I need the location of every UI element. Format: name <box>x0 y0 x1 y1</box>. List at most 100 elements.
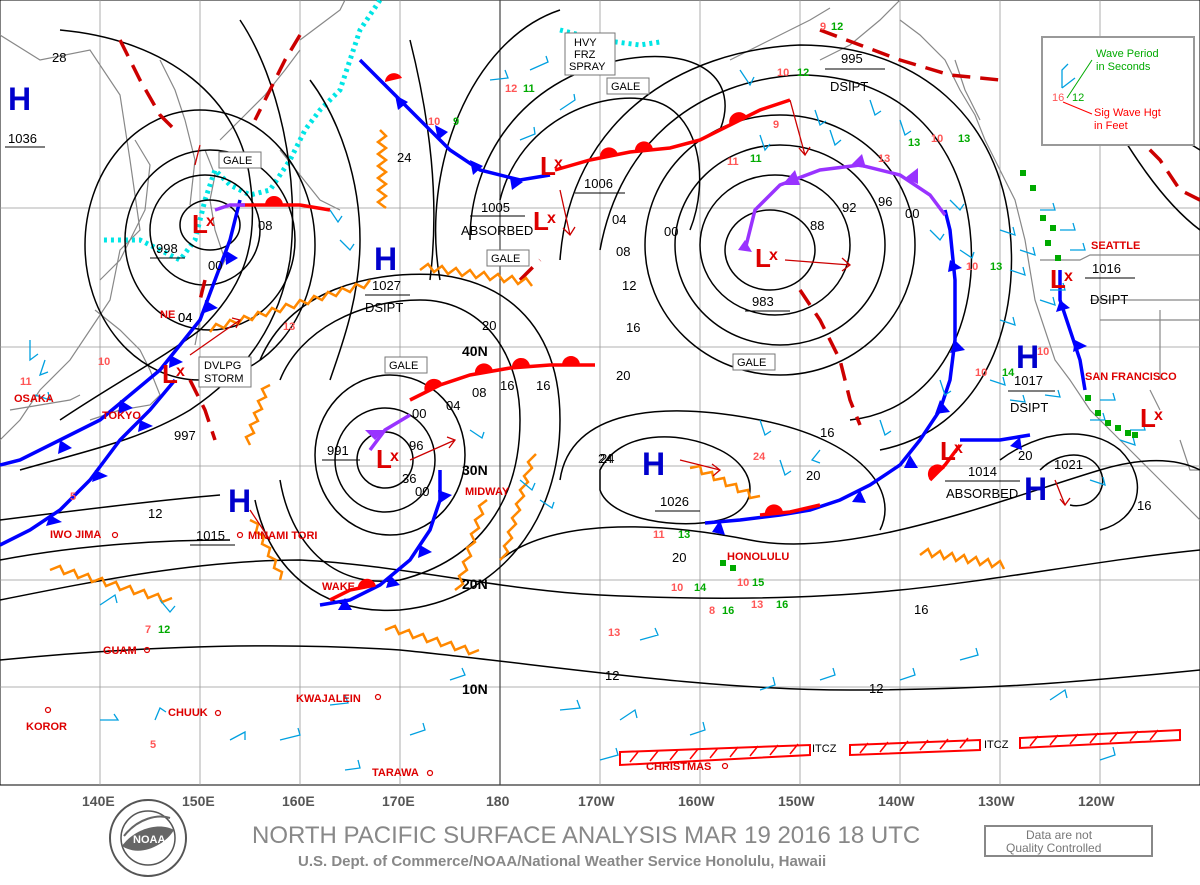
cold-front-pips <box>46 95 1087 610</box>
isobar-value: 00 <box>905 206 919 221</box>
lon-label: 160W <box>678 793 715 809</box>
isobar-value: 16 <box>820 425 834 440</box>
isobar-value: 00 <box>415 484 429 499</box>
city-label: KWAJALEIN <box>296 693 361 705</box>
city-label: NE <box>160 309 175 321</box>
page-title: NORTH PACIFIC SURFACE ANALYSIS MAR 19 20… <box>252 822 920 849</box>
low-symbol: L <box>1140 403 1156 433</box>
isobar-value: 00 <box>208 258 222 273</box>
isobar-value: 12 <box>148 506 162 521</box>
disclaimer-line: Data are not <box>1026 828 1093 842</box>
city-labels: OSAKA TOKYO IWO JIMA MINAMI TORI GUAM KO… <box>14 240 1177 779</box>
wave-height: 8 <box>709 605 715 617</box>
lon-label: 130W <box>978 793 1015 809</box>
developing-storm-warning: DVLPG <box>204 360 241 372</box>
wave-period: 16 <box>722 605 734 617</box>
lon-label: 140E <box>82 793 115 809</box>
isobar-value: 08 <box>258 218 272 233</box>
isobar-value: 08 <box>472 385 486 400</box>
wave-height: 10 <box>737 577 749 589</box>
wave-height: 10 <box>671 582 683 594</box>
low-pressure: 998 <box>156 241 178 256</box>
wave-period: 15 <box>752 577 764 589</box>
disclaimer-box: Data are not Quality Controlled <box>984 825 1153 857</box>
isobar-value: 16 <box>626 320 640 335</box>
low-cross: x <box>547 210 556 227</box>
low-symbol: L <box>940 436 956 466</box>
wave-period: 13 <box>958 133 970 145</box>
wave-period: 12 <box>158 624 170 636</box>
low-note: DSIPT <box>1090 292 1128 307</box>
isobar-value: 04 <box>178 310 192 325</box>
wave-height: 13 <box>878 153 890 165</box>
isobar-value: 12 <box>869 681 883 696</box>
isobar-value: 20 <box>482 318 496 333</box>
city-label: MIDWAY <box>465 486 510 498</box>
low-note: ABSORBED <box>461 223 533 238</box>
wave-period: 12 <box>797 67 809 79</box>
low-pressure: 1005 <box>481 200 510 215</box>
low-pressure: 997 <box>174 428 196 443</box>
city-label: TARAWA <box>372 767 419 779</box>
low-pressure: 1016 <box>1092 261 1121 276</box>
movement-arrows <box>189 99 1071 541</box>
isobar-value: 96 <box>409 438 423 453</box>
isobar-labels: 28 24 20 16 12 08 04 00 96 92 88 20 16 1… <box>52 50 1151 696</box>
latitude-labels: 40N 30N 20N 10N <box>462 343 488 697</box>
low-pressure-values: 998 997 991 1005 ABSORBED 1006 983 1014 … <box>150 51 1135 501</box>
itcz-band: ITCZ ITCZ <box>619 728 1181 767</box>
low-note: ABSORBED <box>946 486 1018 501</box>
isobar-value: 24 <box>397 150 411 165</box>
low-centers: L x L x L x L x L x L x L x L x L x <box>162 151 1163 474</box>
isobar-value: 16 <box>914 602 928 617</box>
isobar-value: 20 <box>672 550 686 565</box>
high-pressure: 1027 <box>372 278 401 293</box>
high-symbol: H <box>228 483 251 519</box>
isobar-value: 28 <box>52 50 66 65</box>
wave-period: 9 <box>453 116 459 128</box>
city-label: CHRISTMAS <box>646 761 711 773</box>
isobar-value: 88 <box>810 218 824 233</box>
wave-height: 5 <box>70 491 76 503</box>
gale-warning: GALE <box>223 155 252 167</box>
noaa-logo: NOAA <box>109 799 187 877</box>
isobar-value: 20 <box>806 468 820 483</box>
high-pressure: 1017 <box>1014 373 1043 388</box>
wave-height: 13 <box>751 599 763 611</box>
city-label: SAN FRANCISCO <box>1085 371 1177 383</box>
wave-height: 11 <box>653 529 665 541</box>
legend-height-label: Sig Wave Hgt <box>1094 107 1161 119</box>
wave-period: 14 <box>1002 367 1015 379</box>
lon-label: 140W <box>878 793 915 809</box>
lat-lon-grid <box>0 0 1200 785</box>
low-symbol: L <box>533 206 549 236</box>
city-label: SEATTLE <box>1091 240 1140 252</box>
box-value: 995 <box>841 51 863 66</box>
high-note: DSIPT <box>1010 400 1048 415</box>
developing-storm-warning: STORM <box>204 373 244 385</box>
occluded-front-pips <box>365 154 918 440</box>
lon-label: 120W <box>1078 793 1115 809</box>
wave-period: 11 <box>750 153 762 165</box>
lon-label: 180 <box>486 793 510 809</box>
legend-height-label: in Feet <box>1094 120 1128 132</box>
city-label: GUAM <box>103 645 137 657</box>
isobar-value: 96 <box>878 194 892 209</box>
low-pressure: 983 <box>752 294 774 309</box>
high-symbol: H <box>374 241 397 277</box>
low-cross: x <box>176 363 185 380</box>
high-centers: H H H H H H <box>8 81 1047 519</box>
ridges <box>49 129 1006 656</box>
city-label: TOKYO <box>102 410 141 422</box>
lon-label: 150E <box>182 793 215 809</box>
low-pressure: 1006 <box>584 176 613 191</box>
city-dots <box>44 531 729 777</box>
isobar-value: 16 <box>1137 498 1151 513</box>
isobar-value: 00 <box>412 406 426 421</box>
low-symbol: L <box>376 444 392 474</box>
wave-height: 11 <box>20 376 32 388</box>
legend-period-label: Wave Period <box>1096 48 1159 60</box>
legend-height-sample: 16 <box>1052 92 1064 104</box>
warm-front-pips <box>265 73 945 590</box>
